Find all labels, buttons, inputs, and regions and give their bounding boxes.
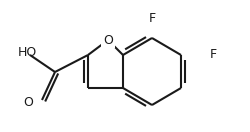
- Text: F: F: [210, 48, 217, 62]
- Text: O: O: [23, 96, 33, 110]
- Text: O: O: [103, 34, 113, 46]
- Text: HO: HO: [18, 46, 37, 58]
- Text: F: F: [148, 11, 156, 25]
